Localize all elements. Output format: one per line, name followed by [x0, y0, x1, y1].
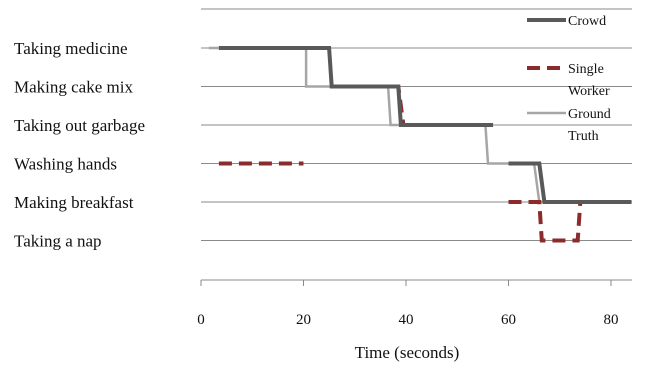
series-segment [508, 161, 632, 204]
series-crowd [218, 46, 632, 204]
series-segment [508, 200, 632, 243]
series-lines [208, 46, 632, 243]
category-labels: Taking medicine Making cake mix Taking out… [14, 39, 145, 251]
legend-label: Truth [568, 129, 599, 144]
x-tick-label: 0 [197, 312, 205, 328]
series-segment [331, 84, 491, 127]
x-axis-title: Time (seconds) [355, 343, 460, 362]
x-tick-label: 40 [399, 312, 414, 328]
category-label: Washing hands [14, 155, 117, 174]
category-label: Taking a nap [14, 232, 102, 251]
category-label: Making breakfast [14, 193, 134, 212]
legend: Crowd Single Worker Ground Truth [527, 14, 611, 144]
x-tick-label: 20 [296, 312, 311, 328]
legend-label: Ground [568, 107, 611, 122]
x-tick-label: 80 [604, 312, 619, 328]
x-tick-label: 60 [501, 312, 516, 328]
category-label: Making cake mix [14, 78, 133, 97]
legend-label: Crowd [568, 14, 606, 29]
x-axis: 0 20 40 60 80 [197, 280, 619, 328]
category-label: Taking out garbage [14, 116, 145, 135]
series-segment [218, 46, 494, 127]
legend-label: Worker [568, 84, 610, 99]
legend-label: Single [568, 62, 604, 77]
category-label: Taking medicine [14, 39, 128, 58]
